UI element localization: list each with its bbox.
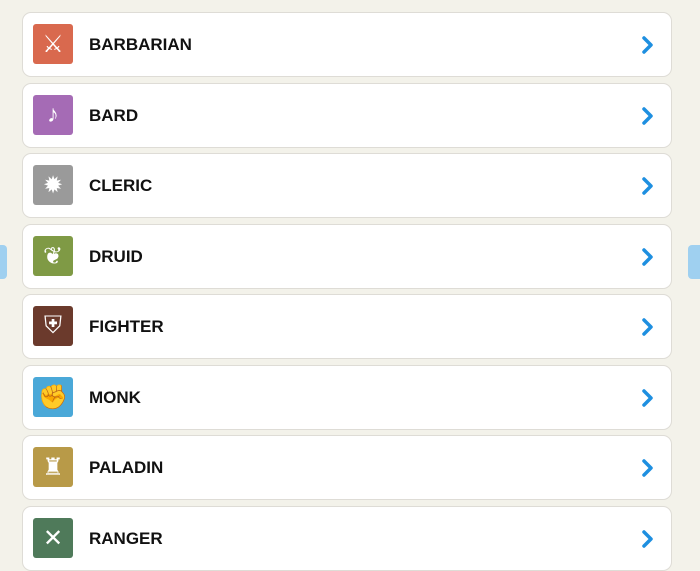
chevron-right-icon <box>642 530 653 548</box>
lute-icon: ♪ <box>33 95 73 135</box>
chevron-right-icon <box>642 459 653 477</box>
class-name: BARD <box>89 106 139 125</box>
class-row-fighter[interactable]: ⛨ FIGHTER <box>22 294 672 359</box>
class-row-druid[interactable]: ❦ DRUID <box>22 224 672 289</box>
icon-glyph: ⚔ <box>42 30 64 58</box>
blades-paw-icon: ✕ <box>33 518 73 558</box>
class-row-paladin[interactable]: ♜ PALADIN <box>22 435 672 500</box>
chevron-right-icon <box>642 318 653 336</box>
chevron-right-icon <box>642 107 653 125</box>
class-row-barbarian[interactable]: ⚔ BARBARIAN <box>22 12 672 77</box>
class-name: FIGHTER <box>89 317 164 336</box>
chevron-right-icon <box>642 248 653 266</box>
class-name: MONK <box>89 388 141 407</box>
class-row-bard[interactable]: ♪ BARD <box>22 83 672 148</box>
helmet-icon: ♜ <box>33 447 73 487</box>
icon-glyph: ✊ <box>38 383 68 411</box>
axe-icon: ⚔ <box>33 24 73 64</box>
staff-leaf-icon: ❦ <box>33 236 73 276</box>
class-name: DRUID <box>89 247 143 266</box>
icon-glyph: ✕ <box>42 524 64 552</box>
mace-icon: ✹ <box>33 165 73 205</box>
class-name: RANGER <box>89 529 163 548</box>
chevron-right-icon <box>642 389 653 407</box>
icon-glyph: ✹ <box>42 171 64 199</box>
chevron-right-icon <box>642 177 653 195</box>
class-name: PALADIN <box>89 458 164 477</box>
fist-icon: ✊ <box>33 377 73 417</box>
icon-glyph: ⛨ <box>44 312 62 339</box>
chevron-right-icon <box>642 36 653 54</box>
class-row-cleric[interactable]: ✹ CLERIC <box>22 153 672 218</box>
class-row-monk[interactable]: ✊ MONK <box>22 365 672 430</box>
previous-page-tab[interactable] <box>0 245 7 279</box>
class-name: BARBARIAN <box>89 35 192 54</box>
class-row-ranger[interactable]: ✕ RANGER <box>22 506 672 571</box>
sword-shield-icon: ⛨ <box>33 306 73 346</box>
class-name: CLERIC <box>89 176 153 195</box>
icon-glyph: ♪ <box>47 101 59 128</box>
icon-glyph: ♜ <box>42 453 64 481</box>
icon-glyph: ❦ <box>42 242 64 270</box>
next-page-tab[interactable] <box>688 245 700 279</box>
